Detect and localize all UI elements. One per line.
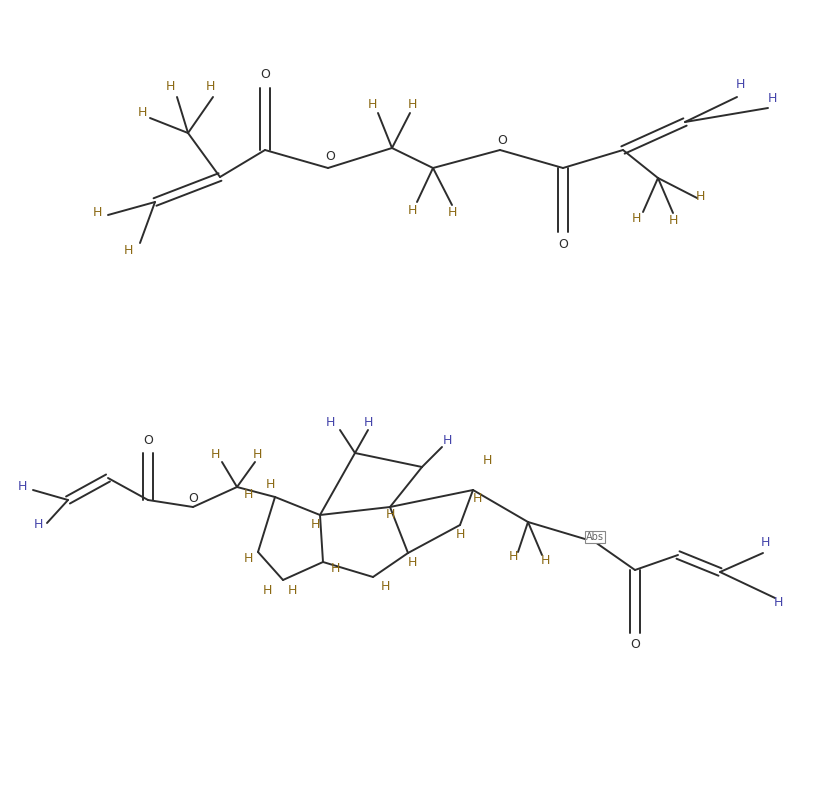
Text: H: H bbox=[243, 552, 253, 564]
Text: O: O bbox=[630, 638, 640, 652]
Text: H: H bbox=[363, 415, 372, 429]
Text: H: H bbox=[265, 479, 275, 491]
Text: H: H bbox=[325, 417, 335, 429]
Text: H: H bbox=[632, 211, 641, 225]
Text: H: H bbox=[407, 203, 416, 217]
Text: O: O bbox=[325, 151, 335, 163]
Text: O: O bbox=[260, 68, 270, 82]
Text: H: H bbox=[774, 597, 783, 609]
Text: H: H bbox=[330, 561, 340, 575]
Text: H: H bbox=[381, 580, 390, 593]
Text: H: H bbox=[447, 206, 457, 220]
Text: O: O bbox=[143, 433, 153, 447]
Text: Abs: Abs bbox=[586, 532, 604, 542]
Text: H: H bbox=[668, 214, 678, 227]
Text: H: H bbox=[540, 553, 549, 567]
Text: H: H bbox=[310, 519, 320, 531]
Text: H: H bbox=[288, 583, 297, 597]
Text: H: H bbox=[210, 448, 219, 462]
Text: O: O bbox=[188, 491, 198, 505]
Text: H: H bbox=[407, 98, 416, 111]
Text: H: H bbox=[472, 491, 482, 505]
Text: H: H bbox=[92, 206, 101, 220]
Text: H: H bbox=[33, 519, 42, 531]
Text: H: H bbox=[442, 433, 452, 447]
Text: H: H bbox=[386, 509, 395, 521]
Text: O: O bbox=[558, 239, 568, 251]
Text: H: H bbox=[760, 536, 770, 550]
Text: H: H bbox=[253, 448, 262, 462]
Text: H: H bbox=[696, 191, 705, 203]
Text: H: H bbox=[367, 98, 376, 111]
Text: H: H bbox=[243, 488, 253, 502]
Text: H: H bbox=[137, 107, 147, 119]
Text: H: H bbox=[509, 550, 518, 564]
Text: H: H bbox=[263, 583, 272, 597]
Text: H: H bbox=[767, 92, 777, 104]
Text: H: H bbox=[407, 556, 416, 568]
Text: H: H bbox=[165, 81, 175, 93]
Text: H: H bbox=[735, 78, 745, 92]
Text: O: O bbox=[497, 133, 507, 147]
Text: H: H bbox=[17, 480, 27, 494]
Text: H: H bbox=[482, 454, 492, 466]
Text: H: H bbox=[123, 243, 133, 257]
Text: H: H bbox=[205, 81, 214, 93]
Text: H: H bbox=[455, 528, 465, 542]
